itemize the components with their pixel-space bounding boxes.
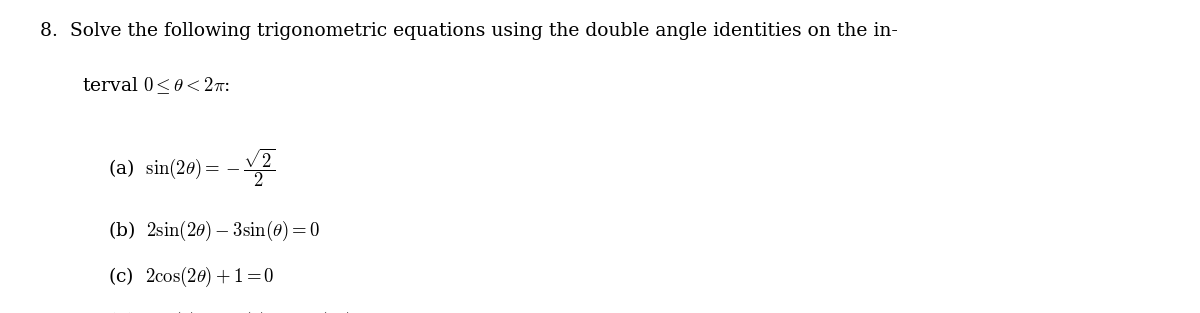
Text: (b)  $2\sin(2\theta) - 3\sin(\theta) = 0$: (b) $2\sin(2\theta) - 3\sin(\theta) = 0$ (108, 219, 320, 243)
Text: (a)  $\sin(2\theta) = -\dfrac{\sqrt{2}}{2}$: (a) $\sin(2\theta) = -\dfrac{\sqrt{2}}{2… (108, 146, 275, 188)
Text: terval $0 \leq \theta < 2\pi$:: terval $0 \leq \theta < 2\pi$: (82, 75, 230, 96)
Text: (d)  $\tan(\theta) + \cot(\theta) = 4\sin(2\theta)$: (d) $\tan(\theta) + \cot(\theta) = 4\sin… (108, 310, 353, 313)
Text: (c)  $2\cos(2\theta) + 1 = 0$: (c) $2\cos(2\theta) + 1 = 0$ (108, 264, 275, 289)
Text: 8.  Solve the following trigonometric equations using the double angle identitie: 8. Solve the following trigonometric equ… (40, 22, 898, 40)
